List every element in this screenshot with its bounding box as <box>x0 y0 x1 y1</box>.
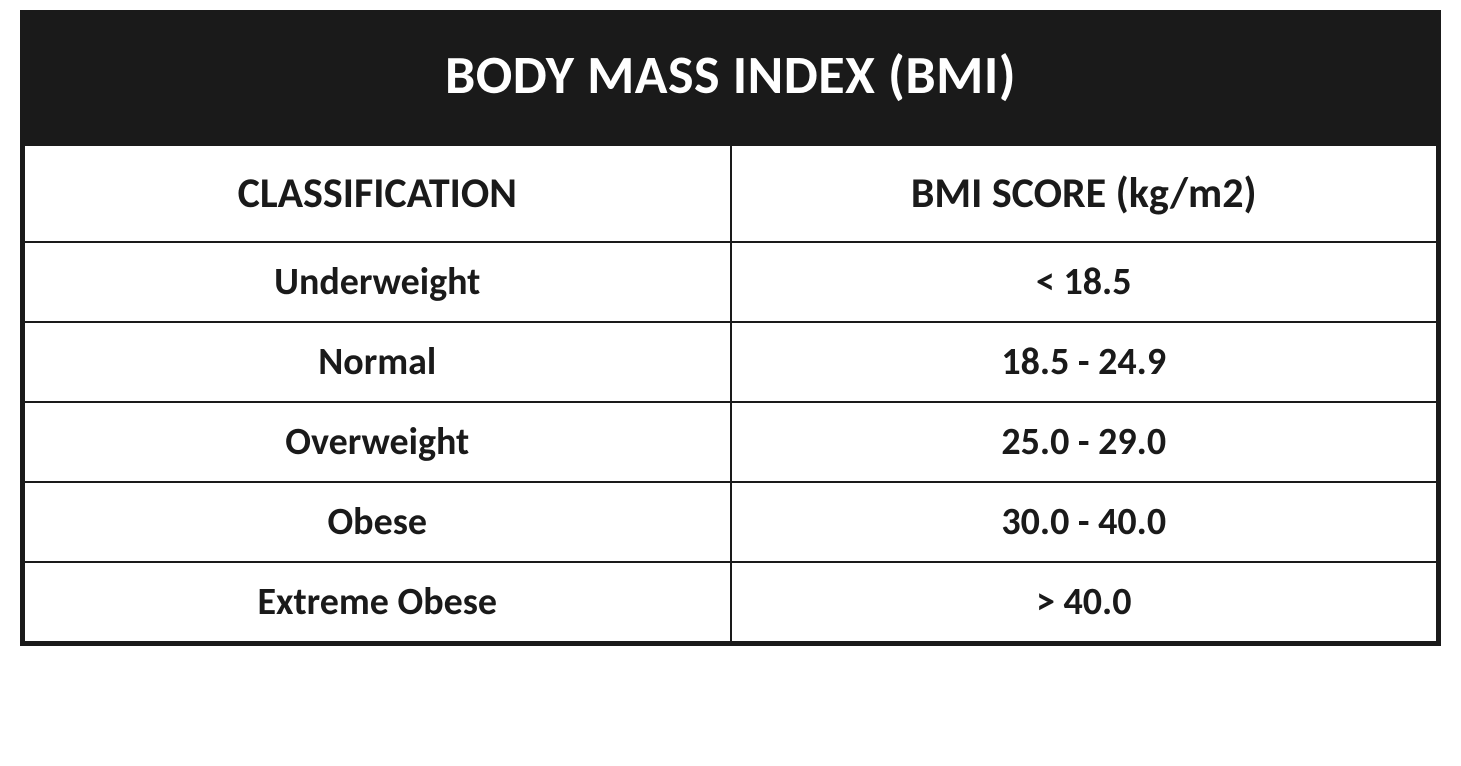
cell-bmi-score: < 18.5 <box>731 242 1438 322</box>
cell-classification: Obese <box>24 482 731 562</box>
table-header-row: CLASSIFICATION BMI SCORE (kg/m2) <box>24 145 1437 242</box>
table-row: Normal 18.5 - 24.9 <box>24 322 1437 402</box>
cell-classification: Extreme Obese <box>24 562 731 642</box>
cell-bmi-score: 30.0 - 40.0 <box>731 482 1438 562</box>
table-row: Underweight < 18.5 <box>24 242 1437 322</box>
table-row: Extreme Obese > 40.0 <box>24 562 1437 642</box>
col-header-bmi-score: BMI SCORE (kg/m2) <box>731 145 1438 242</box>
cell-classification: Underweight <box>24 242 731 322</box>
cell-classification: Normal <box>24 322 731 402</box>
cell-bmi-score: 25.0 - 29.0 <box>731 402 1438 482</box>
table-title: BODY MASS INDEX (BMI) <box>23 10 1438 144</box>
bmi-table-container: BODY MASS INDEX (BMI) CLASSIFICATION BMI… <box>20 10 1441 646</box>
table-row: Obese 30.0 - 40.0 <box>24 482 1437 562</box>
table-row: Overweight 25.0 - 29.0 <box>24 402 1437 482</box>
bmi-table: CLASSIFICATION BMI SCORE (kg/m2) Underwe… <box>23 144 1438 643</box>
col-header-classification: CLASSIFICATION <box>24 145 731 242</box>
cell-bmi-score: > 40.0 <box>731 562 1438 642</box>
cell-classification: Overweight <box>24 402 731 482</box>
cell-bmi-score: 18.5 - 24.9 <box>731 322 1438 402</box>
